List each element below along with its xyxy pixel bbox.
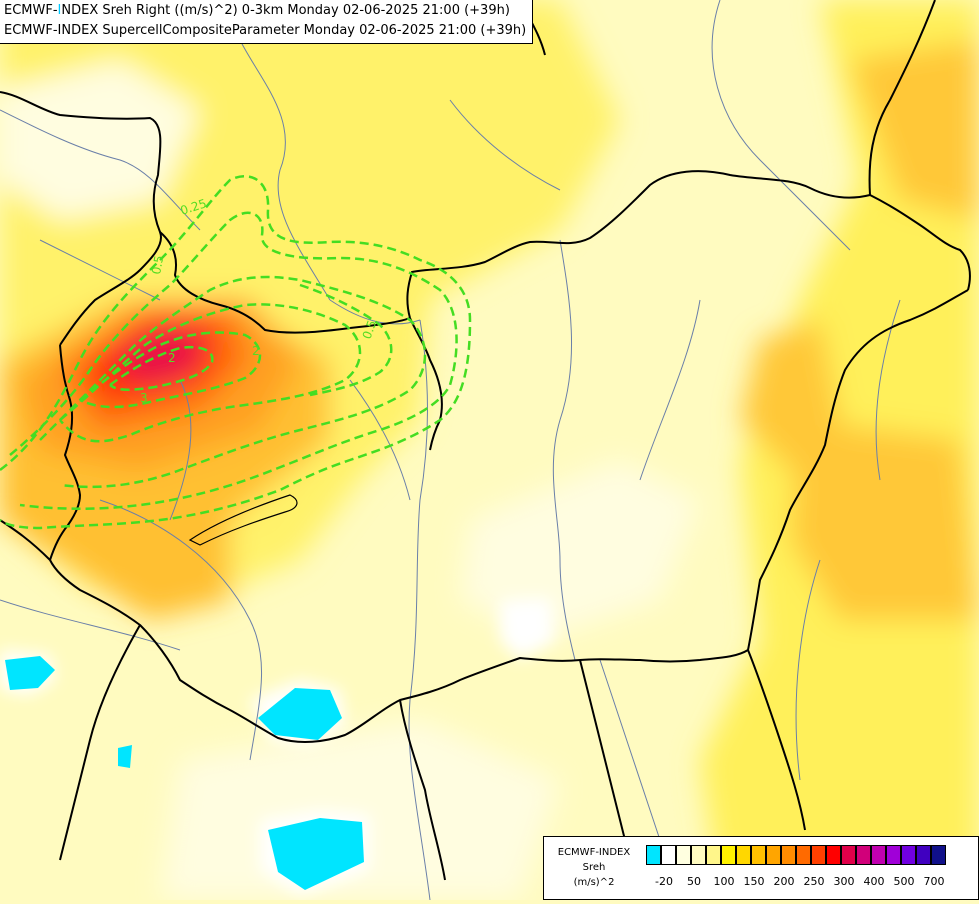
legend-tick-label: 500 <box>893 875 915 888</box>
legend-swatch <box>646 845 661 865</box>
scp-contours <box>0 175 472 530</box>
contour-label-5: 3 <box>140 391 148 405</box>
legend-title-param: Sreh <box>582 862 606 873</box>
rivers <box>0 0 901 901</box>
legend-tick-label: 300 <box>833 875 855 888</box>
title-line-sreh: ECMWF-INDEX Sreh Right ((m/s)^2) 0-3km M… <box>4 1 526 21</box>
lake-outline <box>188 494 298 546</box>
legend-swatch <box>841 845 856 865</box>
contour-label-6: 2 <box>252 344 260 358</box>
legend-swatch <box>766 845 781 865</box>
title-highlight: I <box>57 3 62 18</box>
legend-tick-label: 400 <box>863 875 885 888</box>
legend-tick-label: 50 <box>687 875 701 888</box>
legend-swatch <box>691 845 706 865</box>
legend-tick-label: 100 <box>713 875 735 888</box>
legend-tick-label: 200 <box>773 875 795 888</box>
contour-label-4: 2 <box>168 351 176 365</box>
legend-tick-label: -20 <box>655 875 673 888</box>
contour-label-2: 0.5 <box>149 254 166 275</box>
title-rest: NDEX Sreh Right ((m/s)^2) 0-3km Monday 0… <box>61 3 510 18</box>
legend-swatches <box>646 845 946 865</box>
legend-swatch <box>811 845 826 865</box>
legend-tick-label: 700 <box>923 875 945 888</box>
legend-swatch <box>901 845 916 865</box>
legend-swatch <box>781 845 796 865</box>
contour-label-3: 0.5 <box>360 318 380 341</box>
legend-swatch <box>721 845 736 865</box>
legend-swatch <box>826 845 841 865</box>
legend-swatch <box>916 845 931 865</box>
title-line-scp: ECMWF-INDEX SupercellCompositeParameter … <box>4 23 527 38</box>
title-prefix: ECMWF- <box>4 3 58 18</box>
legend-ticks: -20 50 100 150 200 250 300 400 500 700 <box>646 875 976 891</box>
legend-swatch <box>736 845 751 865</box>
legend-swatch <box>871 845 886 865</box>
legend-swatch <box>706 845 721 865</box>
legend-swatch <box>751 845 766 865</box>
legend-title: ECMWF-INDEX Sreh (m/s)^2 <box>546 845 642 890</box>
legend-title-model: ECMWF-INDEX <box>557 847 631 858</box>
map-title: ECMWF-INDEX Sreh Right ((m/s)^2) 0-3km M… <box>0 0 534 44</box>
legend-swatch <box>856 845 871 865</box>
legend-swatch <box>676 845 691 865</box>
legend-tick-label: 250 <box>803 875 825 888</box>
legend-tick-label: 150 <box>743 875 765 888</box>
legend-swatch <box>886 845 901 865</box>
legend-swatch <box>661 845 676 865</box>
legend-swatch <box>796 845 811 865</box>
sreh-negative-areas <box>5 656 364 890</box>
scp-contour-labels: 0.25 0.5 0.5 2 3 2 <box>140 196 379 405</box>
legend-swatch <box>931 845 946 865</box>
legend-title-unit: (m/s)^2 <box>573 877 615 888</box>
color-legend: ECMWF-INDEX Sreh (m/s)^2 -20 50 100 150 200 2… <box>543 836 979 900</box>
